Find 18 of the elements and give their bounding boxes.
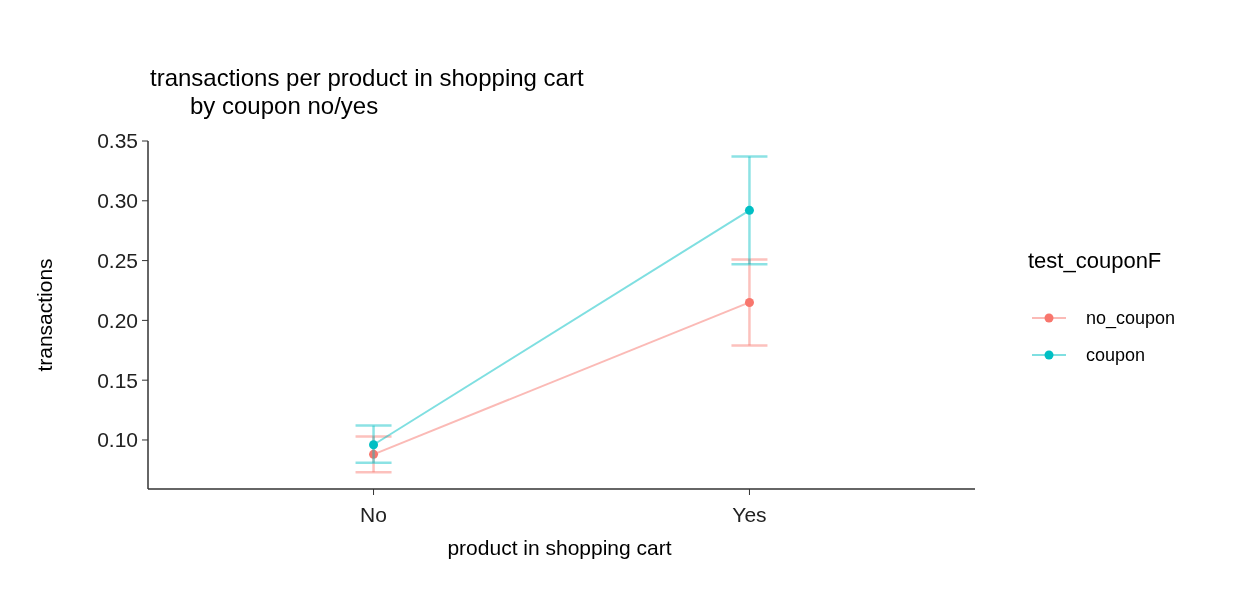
- legend-label: no_coupon: [1086, 308, 1176, 330]
- point: [369, 449, 379, 459]
- y-tick-label: 0.30: [97, 189, 138, 213]
- y-tick-label: 0.25: [97, 248, 138, 272]
- legend-title: test_couponF: [1028, 248, 1162, 273]
- x-tick-label: No: [360, 503, 387, 526]
- point: [744, 297, 754, 307]
- y-axis-title: transactions: [33, 258, 56, 372]
- y-tick-label: 0.20: [97, 308, 138, 332]
- y-tick-label: 0.35: [97, 129, 138, 153]
- point: [369, 440, 379, 450]
- y-tick-label: 0.15: [97, 368, 138, 392]
- y-tick-label: 0.10: [97, 428, 138, 452]
- x-axis-title: product in shopping cart: [447, 536, 672, 559]
- point: [744, 205, 754, 215]
- legend-label: coupon: [1086, 345, 1146, 366]
- chart-title: transactions per product in shopping cart by coupon no/yes: [150, 64, 584, 119]
- x-tick-label: Yes: [732, 503, 767, 526]
